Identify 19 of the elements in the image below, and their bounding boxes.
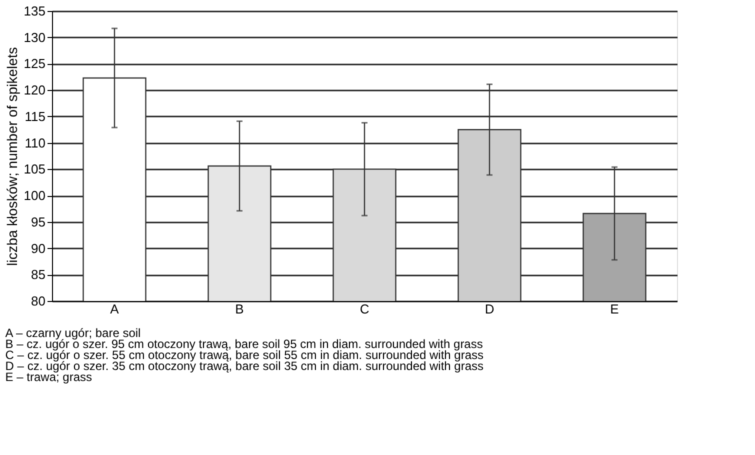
y-tick-label: 95 xyxy=(31,214,46,230)
y-tick-label: 125 xyxy=(24,56,46,72)
y-tick-label: 90 xyxy=(31,240,46,256)
y-tick-label: 135 xyxy=(24,4,46,18)
text: A – czarny ugór; bare soil xyxy=(5,326,141,340)
x-tick-label: B xyxy=(235,302,244,316)
y-tick-label: 110 xyxy=(24,135,46,150)
y-tick-label: 120 xyxy=(24,82,46,98)
y-tick-label: 85 xyxy=(31,267,46,282)
x-tick-label: E xyxy=(610,302,620,316)
x-tick-label: D xyxy=(484,302,494,316)
y-tick-label: 100 xyxy=(24,188,46,204)
x-tick-label: A xyxy=(110,302,120,316)
y-tick-label: 80 xyxy=(31,294,46,308)
y-tick-label: 130 xyxy=(24,30,46,45)
x-tick-label: C xyxy=(360,302,370,316)
y-tick-label: 105 xyxy=(24,162,46,177)
y-tick-label: 115 xyxy=(24,108,46,124)
y-axis-title: liczba kłosków; number of spikelets xyxy=(4,47,20,266)
